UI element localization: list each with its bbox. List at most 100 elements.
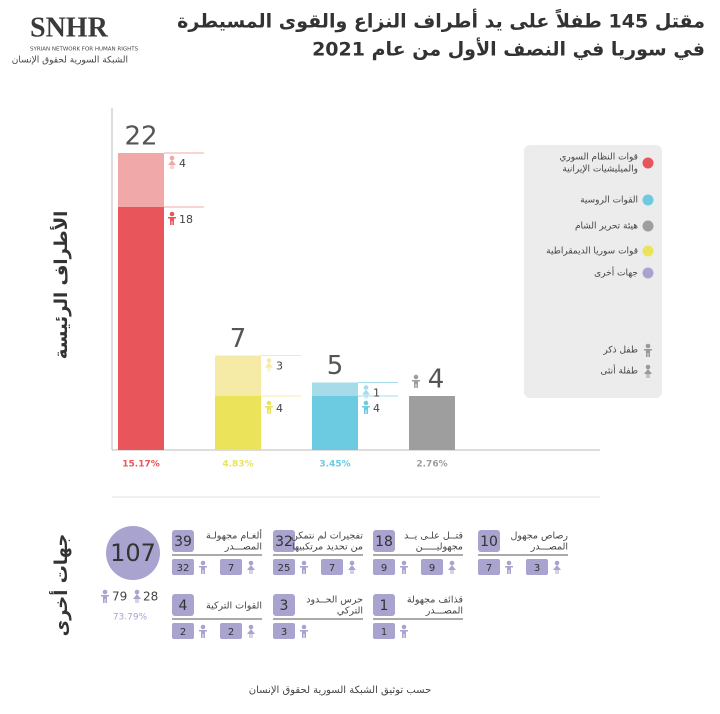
icon-body [644,369,652,378]
percent-label: 3.45% [319,460,350,470]
icon-body [362,406,370,414]
girl-icon [348,560,356,574]
card-total: 18 [375,534,393,550]
boy-icon [400,624,408,638]
segment-label: 4 [276,402,283,415]
card-count-box [373,623,395,639]
card-count-box [172,559,194,575]
card-count-box [373,559,395,575]
icon-body [553,565,561,574]
icon-head [449,560,455,566]
icon-body [198,566,207,574]
icon-head [349,560,355,566]
icon-body [448,565,456,574]
bar-total: 5 [327,351,344,381]
icon-body [133,594,141,603]
card-count: 3 [534,563,540,574]
icon-head [645,364,651,370]
card-total-box [478,530,500,552]
card-total-box [373,530,395,552]
segment-label: 4 [179,157,186,170]
bar-segment-boys [215,396,261,450]
icon-head [169,211,175,217]
icon-head [301,624,307,630]
card-count-box [220,623,242,639]
card-title: حرس الحــدود [306,595,363,606]
legend-swatch [642,245,654,257]
card-title: التركي [337,606,363,617]
card-total-box [172,530,194,552]
legend-label: القوات الروسية [580,196,638,206]
legend-label: والميليشيات الإيرانية [562,165,638,175]
card-total: 4 [179,598,188,614]
percent-label: 73.79% [113,613,148,623]
card-total-box [172,594,194,616]
icon-head [169,155,175,161]
card-count: 9 [381,563,387,574]
boy-icon [300,624,308,638]
boy-icon [505,560,513,574]
segment-label: 4 [373,402,380,415]
segment-label: 1 [373,387,380,400]
card-count-box [172,623,194,639]
card-title: المصـــدر [530,542,568,553]
boy-icon [198,624,207,638]
card-count-box [526,559,548,575]
icon-body [412,380,420,388]
icon-body [167,217,176,225]
card-total: 32 [275,534,293,550]
icon-body [265,362,273,372]
card-total: 3 [280,598,289,614]
card-total: 39 [174,534,192,550]
card-count-box [273,623,295,639]
segment-label: 18 [179,213,193,226]
legend-box [524,145,662,398]
icon-body [247,565,255,574]
icon-head [266,358,272,363]
card-title: المصـــدر [425,606,463,617]
icon-head [200,624,206,630]
boy-icon [400,560,408,574]
boys-value: 79 [112,590,127,604]
boy-icon [198,560,207,574]
icon-head [248,624,254,630]
icon-body [101,595,109,603]
footer: حسب توثيق الشبكة السورية لحقوق الإنسان [249,685,432,696]
bar-segment-girls [118,153,164,207]
girl-icon [362,385,370,399]
girl-icon [553,560,561,574]
icon-head [200,560,206,566]
legend-swatch [642,267,654,279]
card-count: 9 [429,563,435,574]
logo-arabic: الشبكة السورية لحقوق الإنسان [12,56,128,66]
card-title: قذائف مجهولة [407,595,463,606]
icon-body [198,630,207,638]
icon-head [401,560,407,566]
bar-segment-boys [118,207,164,450]
icon-body [300,566,308,574]
girl-icon [133,589,141,603]
legend-label: جهات أخرى [594,267,638,279]
card-title: ألغـام مجهولـة [206,529,262,542]
title-line: في سوريا في النصف الأول من عام 2021 [312,38,705,61]
card-count-box [273,559,295,575]
card-count: 32 [177,563,190,574]
icon-body [247,629,255,638]
segment-label: 3 [276,360,283,373]
icon-head [363,385,369,390]
card-title: المصـــدر [224,542,262,553]
icon-body [400,630,408,638]
girl-icon [247,560,255,574]
bar-total: 22 [124,122,157,152]
bar-total: 7 [230,324,247,354]
card-total-box [273,530,295,552]
icon-head [645,343,651,349]
icon-body [168,160,176,169]
logo-subtitle: SYRIAN NETWORK FOR HUMAN RIGHTS [30,47,139,53]
total-value: 107 [110,539,156,567]
total-circle [106,526,160,580]
card-title: من تحديد مرتكبيها [292,542,363,553]
icon-head [554,560,560,566]
icon-body [300,630,308,638]
